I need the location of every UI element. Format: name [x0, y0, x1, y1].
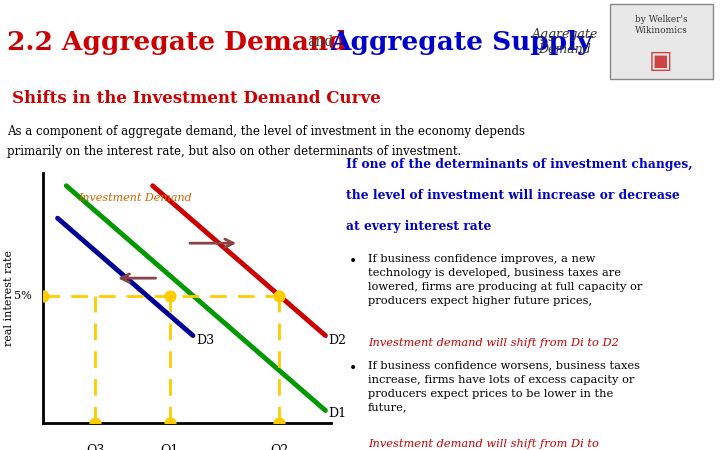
Text: Investment Demand: Investment Demand [78, 193, 192, 203]
Text: ▣: ▣ [649, 49, 672, 73]
Text: and: and [307, 35, 333, 49]
Text: D2: D2 [328, 334, 346, 347]
Point [89, 419, 101, 427]
Text: •: • [349, 254, 358, 268]
Text: •: • [349, 360, 358, 374]
Point [274, 419, 285, 427]
Text: primarily on the interest rate, but also on other determinants of investment.: primarily on the interest rate, but also… [7, 145, 462, 158]
Text: Investment demand will shift from Di to D2: Investment demand will shift from Di to … [368, 338, 618, 348]
Text: If one of the determinants of investment changes,: If one of the determinants of investment… [346, 158, 692, 171]
Point [164, 292, 176, 299]
FancyBboxPatch shape [610, 4, 713, 79]
Text: Aggregate Supply: Aggregate Supply [330, 30, 593, 54]
Text: If business confidence worsens, business taxes
increase, firms have lots of exce: If business confidence worsens, business… [368, 360, 640, 413]
Text: real interest rate: real interest rate [4, 250, 14, 346]
Text: Investment demand will shift from Di to
D3.: Investment demand will shift from Di to … [368, 439, 599, 450]
Text: Q1: Q1 [161, 443, 179, 450]
Text: D3: D3 [196, 334, 214, 347]
Text: Shifts in the Investment Demand Curve: Shifts in the Investment Demand Curve [12, 90, 381, 107]
Text: Q2: Q2 [270, 443, 289, 450]
Text: D1: D1 [328, 406, 346, 419]
Text: If business confidence improves, a new
technology is developed, business taxes a: If business confidence improves, a new t… [368, 254, 642, 306]
Text: 5%: 5% [14, 291, 32, 301]
Text: 2.2 Aggregate Demand: 2.2 Aggregate Demand [7, 30, 346, 54]
Point [164, 419, 176, 427]
Text: the level of investment will increase or decrease: the level of investment will increase or… [346, 189, 680, 202]
Text: by Welker's
Wikinomics: by Welker's Wikinomics [634, 15, 688, 35]
Text: Aggregate
Demand: Aggregate Demand [532, 28, 598, 56]
Text: Q3: Q3 [86, 443, 104, 450]
Text: at every interest rate: at every interest rate [346, 220, 491, 233]
Point [274, 292, 285, 299]
Text: As a component of aggregate demand, the level of investment in the economy depen: As a component of aggregate demand, the … [7, 125, 525, 138]
Point [37, 292, 49, 299]
